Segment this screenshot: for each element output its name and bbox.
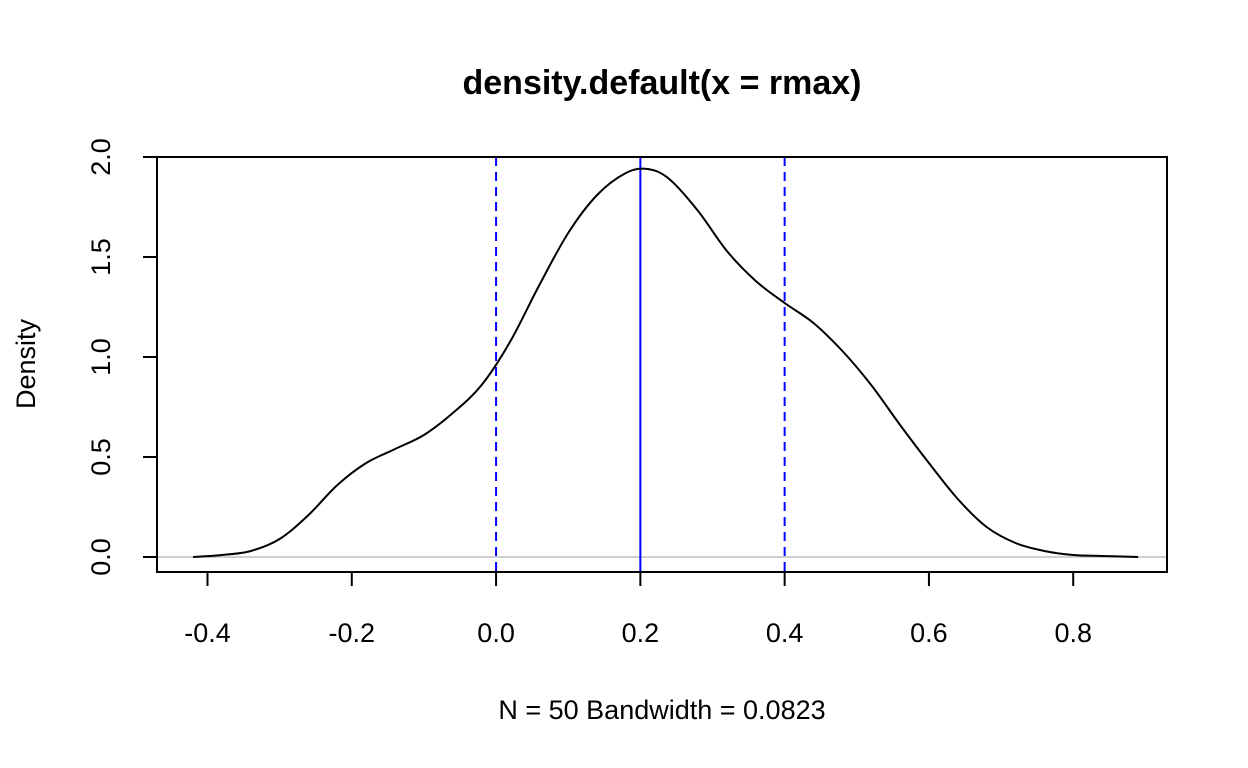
x-axis-label: N = 50 Bandwidth = 0.0823 <box>498 695 825 725</box>
plot-frame <box>156 156 1168 573</box>
reference-lines <box>495 157 786 572</box>
y-tick-label: 0.0 <box>86 538 116 576</box>
x-tick-label: -0.2 <box>329 618 376 648</box>
y-axis: 0.0 0.5 1.0 1.5 2.0 <box>86 138 158 576</box>
density-curve <box>193 167 1139 558</box>
chart-title: density.default(x = rmax) <box>463 64 862 102</box>
x-tick-label: 0.8 <box>1054 618 1092 648</box>
x-tick-label: 0.2 <box>622 618 660 648</box>
y-tick-label: 1.0 <box>86 338 116 376</box>
series-layer <box>193 167 1139 558</box>
x-tick-label: 0.4 <box>766 618 804 648</box>
y-axis-label: Density <box>11 318 41 409</box>
x-tick-label: -0.4 <box>184 618 231 648</box>
x-tick-label: 0.0 <box>477 618 515 648</box>
y-tick-label: 0.5 <box>86 438 116 476</box>
x-axis: -0.4 -0.2 0.0 0.2 0.4 0.6 0.8 <box>184 571 1092 648</box>
y-tick-label: 2.0 <box>86 138 116 176</box>
y-tick-label: 1.5 <box>86 238 116 276</box>
x-tick-label: 0.6 <box>910 618 948 648</box>
